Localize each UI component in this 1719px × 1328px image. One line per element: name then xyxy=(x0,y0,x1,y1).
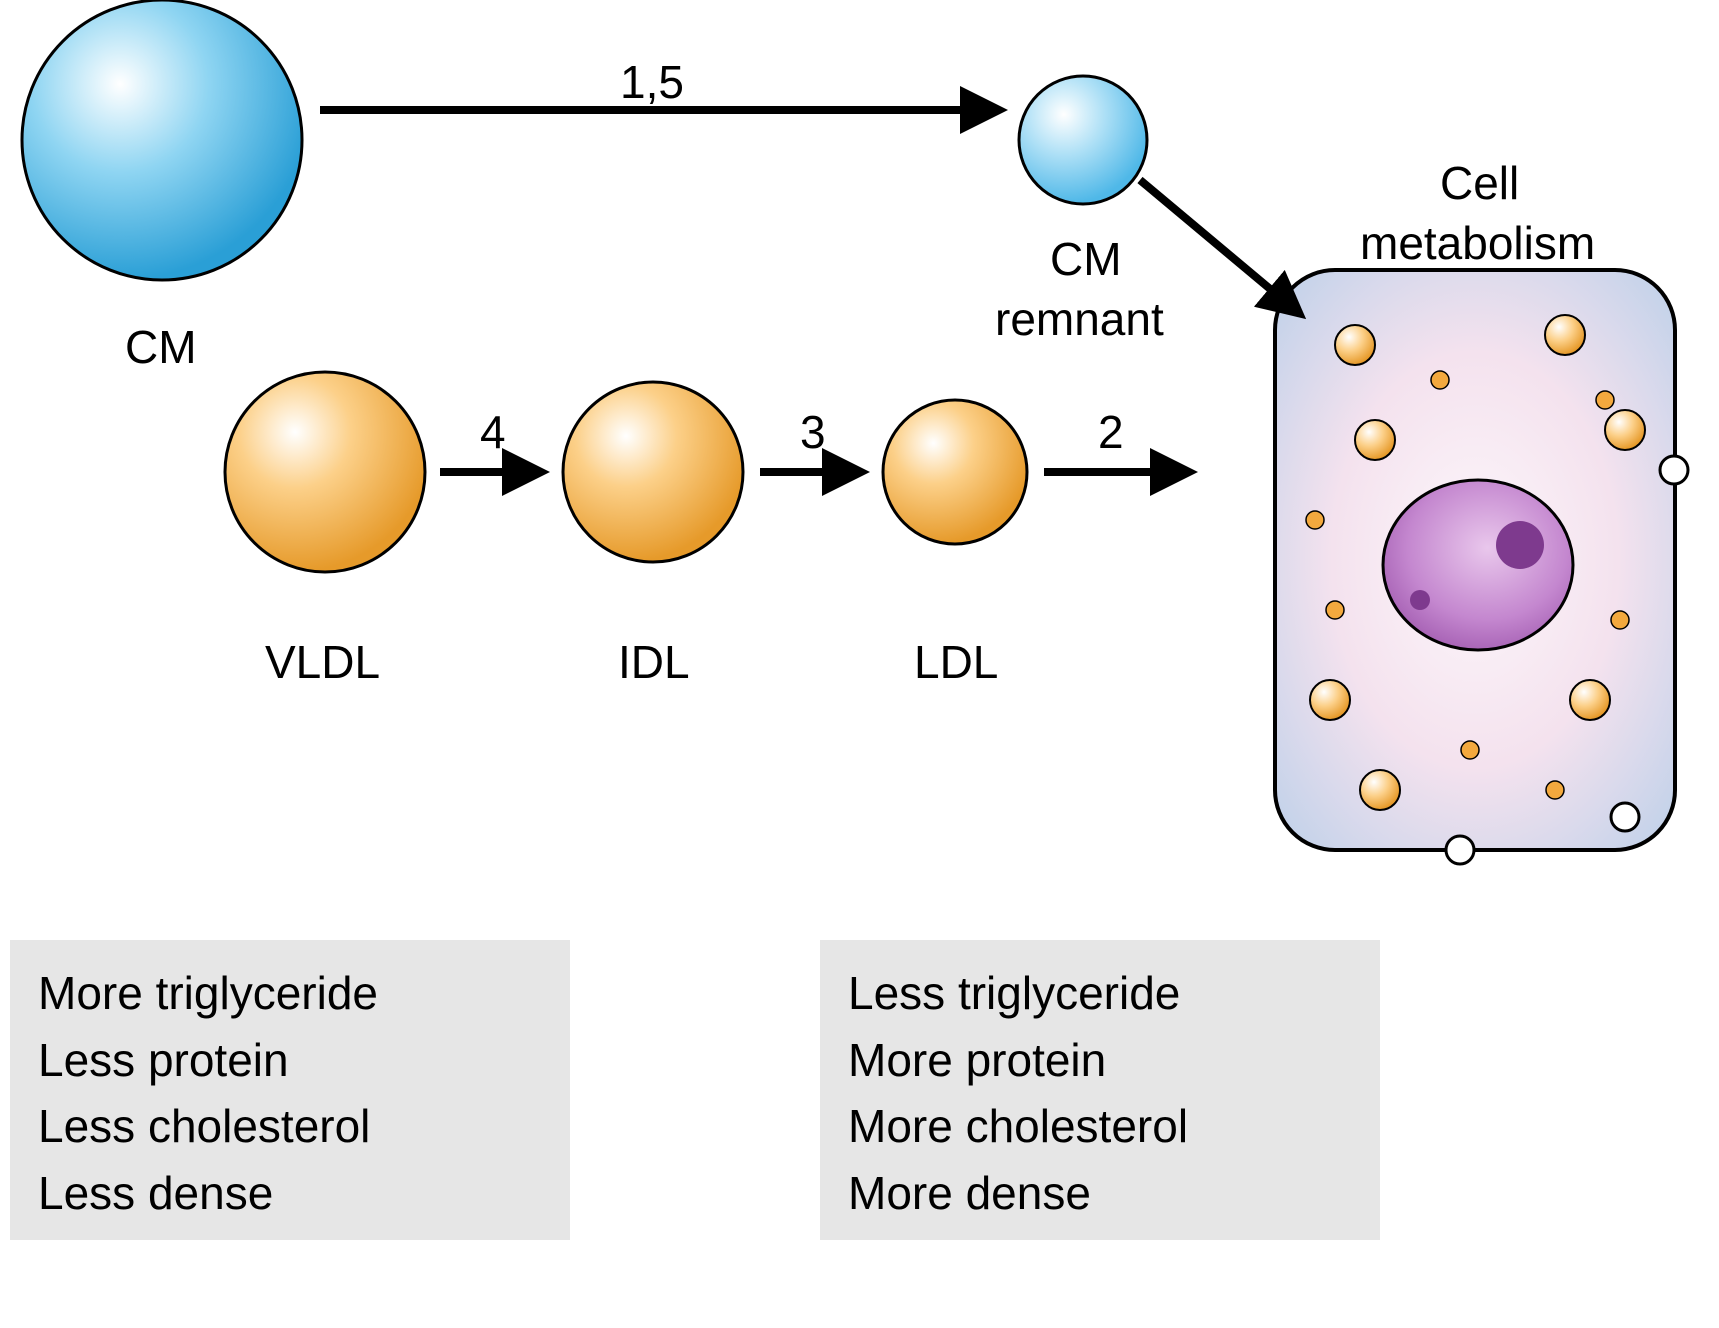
label-ldl: LDL xyxy=(914,635,998,689)
diagram-stage: CM CM remnant Cell metabolism VLDL IDL L… xyxy=(0,0,1719,1328)
info-left-line-3: Less cholesterol xyxy=(38,1093,542,1160)
cm-sphere xyxy=(22,0,302,280)
label-cm-remnant-l2: remnant xyxy=(995,292,1164,346)
label-arrow-2: 2 xyxy=(1098,405,1124,459)
cm-remnant-sphere xyxy=(1019,76,1147,204)
info-left-line-2: Less protein xyxy=(38,1027,542,1094)
idl-sphere xyxy=(563,382,743,562)
label-cm-remnant-l1: CM xyxy=(1050,232,1122,286)
info-box-left: More triglyceride Less protein Less chol… xyxy=(10,940,570,1240)
nucleus-spot xyxy=(1410,590,1430,610)
info-left-line-1: More triglyceride xyxy=(38,960,542,1027)
info-right-line-4: More dense xyxy=(848,1160,1352,1227)
label-arrow-3: 3 xyxy=(800,405,826,459)
ldl-sphere xyxy=(883,400,1027,544)
label-idl: IDL xyxy=(618,635,690,689)
arrow-remnant-to-cell xyxy=(1140,180,1300,314)
info-right-line-2: More protein xyxy=(848,1027,1352,1094)
label-cm: CM xyxy=(125,320,197,374)
label-arrow-1-5: 1,5 xyxy=(620,55,684,109)
info-right-line-3: More cholesterol xyxy=(848,1093,1352,1160)
info-left-line-4: Less dense xyxy=(38,1160,542,1227)
label-cell-l2: metabolism xyxy=(1360,216,1595,270)
info-right-line-1: Less triglyceride xyxy=(848,960,1352,1027)
cell-nucleus xyxy=(1383,480,1573,650)
nucleolus xyxy=(1496,521,1544,569)
label-vldl: VLDL xyxy=(265,635,380,689)
cell-shape xyxy=(1275,270,1688,864)
info-box-right: Less triglyceride More protein More chol… xyxy=(820,940,1380,1240)
vldl-sphere xyxy=(225,372,425,572)
label-cell-l1: Cell xyxy=(1440,156,1519,210)
label-arrow-4: 4 xyxy=(480,405,506,459)
